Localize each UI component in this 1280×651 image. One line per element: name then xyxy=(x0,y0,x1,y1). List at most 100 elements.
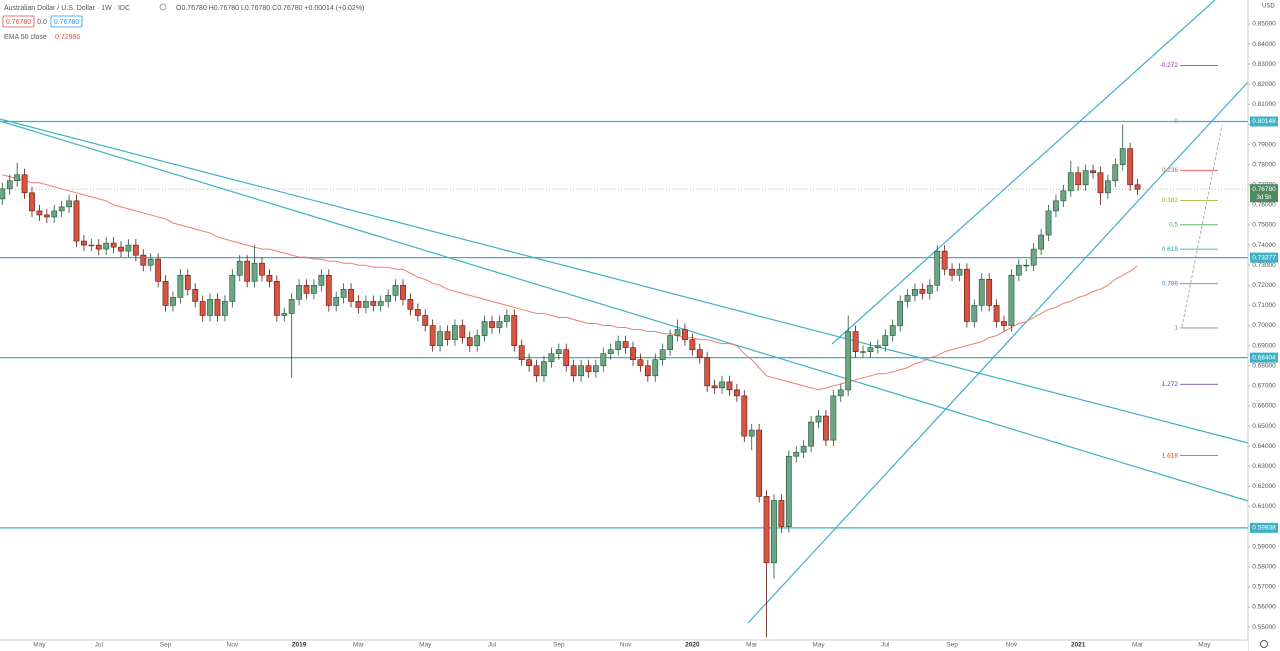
x-tick-label: Nov xyxy=(1006,642,1018,649)
y-tick-label: 0.78000 xyxy=(1252,161,1276,168)
x-tick-label: Sep xyxy=(160,642,172,649)
channel-line xyxy=(831,0,1216,345)
y-tick-label: 0.72000 xyxy=(1252,282,1276,289)
candle-body xyxy=(511,315,518,346)
fib-label: 0.236 xyxy=(1162,167,1179,174)
candle-body xyxy=(58,206,65,212)
candle-body xyxy=(874,345,881,348)
candle-body xyxy=(548,353,555,363)
candle-body xyxy=(452,325,458,340)
y-tick-label: 0.69000 xyxy=(1252,342,1276,349)
y-tick-label: 0.57000 xyxy=(1252,584,1276,591)
candle-body xyxy=(273,280,280,316)
candle-body xyxy=(429,325,436,346)
candle-body xyxy=(867,347,874,352)
candle-body xyxy=(296,285,302,300)
candle-body xyxy=(615,341,622,350)
candle-body xyxy=(682,329,688,340)
candle-body xyxy=(845,331,852,391)
candle-body xyxy=(385,295,392,302)
candle-body xyxy=(503,315,510,322)
trend-lines xyxy=(0,0,1249,624)
candle-body xyxy=(414,309,421,316)
fib-label: 1 xyxy=(1174,325,1178,332)
candle-body xyxy=(118,246,124,252)
candle-body xyxy=(162,280,169,306)
candle-body xyxy=(1112,164,1119,182)
candle-body xyxy=(392,285,399,296)
candle-body xyxy=(793,451,800,457)
candle-body xyxy=(1023,264,1030,267)
x-tick-label: 2020 xyxy=(685,642,700,649)
candle-body xyxy=(956,268,963,276)
x-tick-label: Mar xyxy=(746,642,758,649)
candle-body xyxy=(459,325,466,338)
y-tick-label: 0.83000 xyxy=(1252,61,1276,68)
candle-body xyxy=(474,335,481,346)
candle-body xyxy=(541,361,547,377)
candle-body xyxy=(889,325,896,336)
candle-body xyxy=(81,240,87,246)
candle-body xyxy=(592,365,599,373)
candle-body xyxy=(489,321,495,328)
candle-body xyxy=(36,210,43,216)
candle-body xyxy=(518,345,525,361)
price-axis xyxy=(1248,0,1280,651)
y-tick-label: 0.68000 xyxy=(1252,362,1276,369)
candle-body xyxy=(340,289,347,298)
y-tick-label: 0.75000 xyxy=(1252,222,1276,229)
level-label: 0.73377 xyxy=(1252,254,1276,261)
candle-body xyxy=(236,260,243,276)
candle-body xyxy=(837,389,844,397)
candle-body xyxy=(325,274,332,306)
fib-label: 0.382 xyxy=(1162,197,1179,204)
fib-label: 0 xyxy=(1174,118,1178,125)
candle-body xyxy=(1104,180,1111,194)
candle-body xyxy=(993,305,1000,322)
candle-body xyxy=(0,188,6,200)
x-tick-label: May xyxy=(419,642,432,649)
candle-body xyxy=(1038,234,1044,250)
last-price-label: 0.76780 xyxy=(1252,186,1276,193)
candle-body xyxy=(95,244,102,250)
y-tick-label: 0.74000 xyxy=(1252,242,1276,249)
y-tick-label: 0.82000 xyxy=(1252,81,1276,88)
candle-body xyxy=(533,365,540,377)
candle-body xyxy=(637,359,644,367)
candle-body xyxy=(1001,321,1007,326)
candle-body xyxy=(1082,170,1089,186)
fib-label: -0.272 xyxy=(1160,62,1179,69)
candle-body xyxy=(184,274,191,290)
candle-body xyxy=(222,301,228,316)
x-tick-label: Nov xyxy=(620,642,632,649)
candle-body xyxy=(711,385,718,389)
y-tick-label: 0.59000 xyxy=(1252,543,1276,550)
candle-body xyxy=(288,299,295,314)
candle-body xyxy=(1075,172,1082,186)
x-tick-label: Sep xyxy=(946,642,958,649)
candle-body xyxy=(73,200,80,242)
fib-label: 1.618 xyxy=(1162,452,1179,459)
level-label-box xyxy=(1250,522,1278,533)
candle-body xyxy=(630,347,636,361)
candle-body xyxy=(904,295,911,302)
candle-body xyxy=(496,321,503,328)
candle-body xyxy=(355,301,362,308)
candle-body xyxy=(882,335,889,346)
candle-body xyxy=(897,301,904,326)
y-tick-label: 0.73000 xyxy=(1252,262,1276,269)
candle-body xyxy=(771,500,777,564)
candle-body xyxy=(652,359,659,377)
candle-body xyxy=(585,365,592,373)
candle-body xyxy=(400,285,406,300)
x-tick-label: Jul xyxy=(488,642,497,649)
candle-body xyxy=(741,395,748,437)
candle-body xyxy=(986,278,993,306)
ema-line xyxy=(2,174,1138,391)
candle-body xyxy=(823,415,829,441)
candle-body xyxy=(303,285,310,294)
candle-body xyxy=(1060,190,1067,202)
trend-line xyxy=(0,120,1249,502)
